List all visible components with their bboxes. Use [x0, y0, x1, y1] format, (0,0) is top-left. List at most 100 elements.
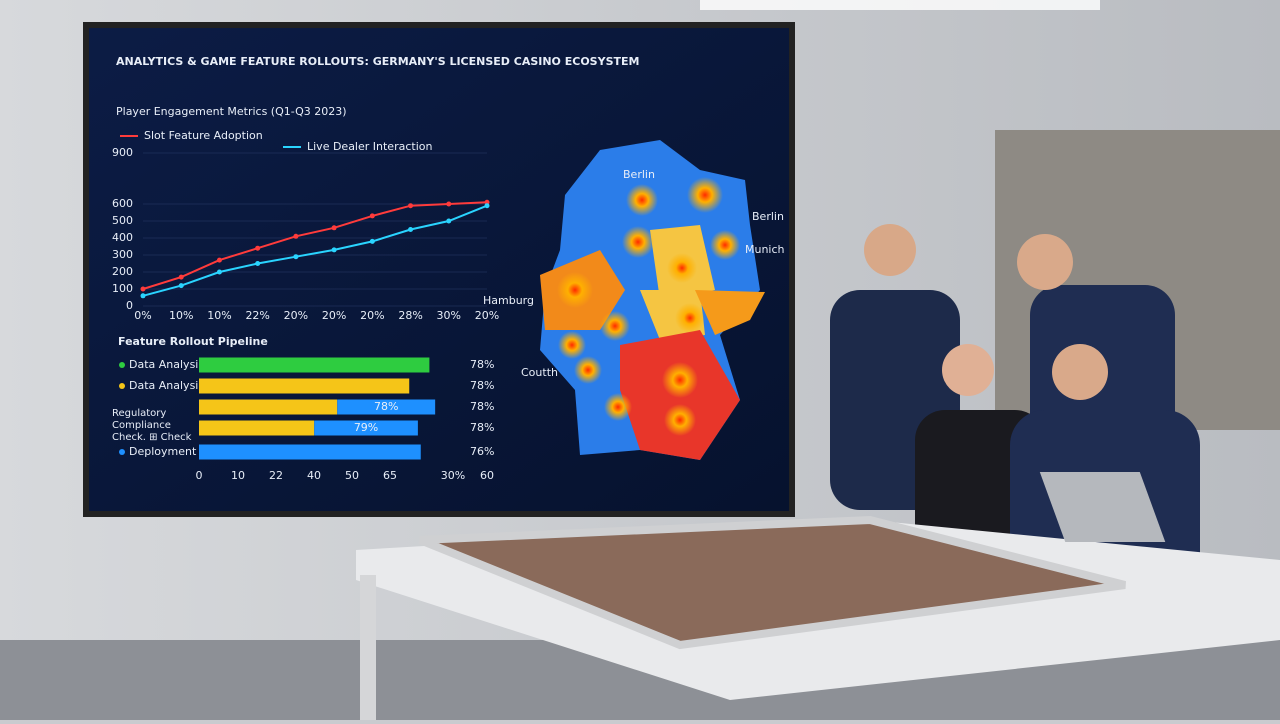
- x-tick-label: 40: [307, 469, 321, 482]
- x-tick-label: 20%: [475, 309, 499, 322]
- data-point: [408, 203, 414, 209]
- hotspot: [604, 393, 632, 421]
- person-head: [1052, 344, 1108, 400]
- data-point: [446, 201, 452, 207]
- y-tick-label: 500: [112, 214, 133, 227]
- hotspot: [574, 356, 602, 384]
- data-point: [140, 286, 146, 292]
- bar: [337, 399, 436, 415]
- hotspot: [662, 362, 698, 398]
- row-label: Deployment: [129, 445, 197, 458]
- map-label: Munich: [745, 243, 785, 256]
- x-tick-label: 28%: [398, 309, 422, 322]
- x-tick-label: 20%: [322, 309, 346, 322]
- outer-label: 76%: [470, 445, 494, 458]
- row-bullet: [119, 449, 125, 455]
- y-tick-label: 0: [126, 299, 133, 312]
- line-title: Player Engagement Metrics (Q1-Q3 2023): [116, 105, 347, 118]
- data-point: [255, 261, 261, 266]
- legend-label: Live Dealer Interaction: [307, 140, 432, 153]
- x-tick-label: 10%: [169, 309, 193, 322]
- bar: [314, 420, 418, 436]
- outer-label: 78%: [470, 379, 494, 392]
- x-tick-label: 20%: [284, 309, 308, 322]
- table-leg: [360, 575, 376, 720]
- map-label: Berlin: [752, 210, 784, 223]
- data-point: [369, 238, 375, 244]
- data-point: [293, 233, 299, 239]
- x-tick-label: 0%: [134, 309, 151, 322]
- data-line: [142, 201, 488, 290]
- x-tick-label: 22: [269, 469, 283, 482]
- outer-label: 78%: [470, 358, 494, 371]
- y-tick-label: 400: [112, 231, 133, 244]
- x-tick-label: 10%: [207, 309, 231, 322]
- x-tick-label: 30%: [437, 309, 461, 322]
- person-head: [864, 224, 916, 276]
- data-point: [446, 218, 452, 224]
- bar: [199, 420, 315, 436]
- data-point: [140, 293, 146, 299]
- data-point: [293, 254, 299, 260]
- data-point: [484, 203, 490, 209]
- row-bullet: [119, 362, 125, 368]
- x-tick-label: 22%: [245, 309, 269, 322]
- hotspot: [557, 272, 593, 308]
- outer-label: 78%: [470, 400, 494, 413]
- x-tick-label: 30%: [441, 469, 465, 482]
- value-label: 79%: [354, 421, 378, 434]
- map-region: [695, 290, 765, 335]
- x-tick-label: 10: [231, 469, 245, 482]
- x-tick-label: 0: [196, 469, 203, 482]
- bar-title: Feature Rollout Pipeline: [118, 335, 268, 348]
- x-tick-label: 50: [345, 469, 359, 482]
- hotspot: [667, 253, 697, 283]
- map-label: Hamburg: [483, 294, 534, 307]
- row-label: Data Analysie: [129, 358, 205, 371]
- person-head: [1017, 234, 1073, 290]
- hotspot: [687, 177, 723, 213]
- data-line: [142, 204, 488, 297]
- data-point: [216, 257, 222, 263]
- row-label: Data Analysie: [129, 379, 205, 392]
- data-point: [178, 274, 184, 280]
- data-point: [331, 225, 337, 231]
- screen-title: ANALYTICS & GAME FEATURE ROLLOUTS: GERMA…: [116, 55, 639, 68]
- value-label: 78%: [374, 400, 398, 413]
- data-point: [369, 213, 375, 219]
- hotspot: [600, 311, 630, 341]
- data-point: [216, 269, 222, 275]
- outer-label: 78%: [470, 421, 494, 434]
- hotspot: [664, 404, 696, 436]
- data-point: [178, 283, 184, 289]
- hotspot: [622, 226, 654, 258]
- y-tick-label: 300: [112, 248, 133, 261]
- data-point: [408, 227, 414, 232]
- hotspot: [626, 184, 658, 216]
- y-tick-label: 600: [112, 197, 133, 210]
- hotspot: [675, 303, 705, 333]
- y-tick-label: 100: [112, 282, 133, 295]
- y-tick-label: 900: [112, 146, 133, 159]
- x-tick-label: 60: [480, 469, 494, 482]
- ceiling-light: [700, 0, 1100, 10]
- map-label: Coutth: [521, 366, 558, 379]
- bar: [199, 399, 338, 415]
- casino-model: [418, 515, 1126, 650]
- data-point: [255, 245, 261, 251]
- data-point: [331, 247, 337, 253]
- person-head: [942, 344, 994, 396]
- row-label-box: Regulatory Compliance Check. ⊞ Check: [112, 408, 192, 443]
- x-tick-label: 20%: [360, 309, 384, 322]
- bar: [199, 444, 421, 460]
- hotspot: [558, 331, 586, 359]
- map-label: Berlin: [623, 168, 655, 181]
- row-bullet: [119, 383, 125, 389]
- hotspot: [710, 230, 740, 260]
- legend-label: Slot Feature Adoption: [144, 129, 263, 142]
- bar: [199, 378, 410, 394]
- map: Berlin Berlin Hamburg Munich Coutth: [483, 140, 785, 460]
- bar: [199, 357, 430, 373]
- row-label: Regulatory Compliance Check. ⊞ Check: [112, 408, 192, 443]
